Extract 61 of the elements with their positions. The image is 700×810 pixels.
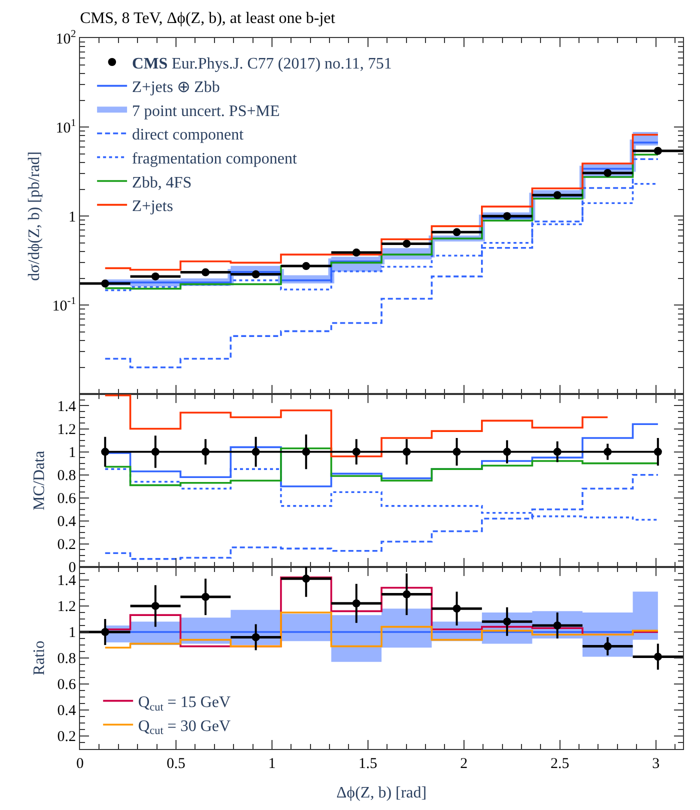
legend-label: Z+jets	[132, 198, 174, 216]
point	[604, 642, 612, 650]
point	[452, 228, 461, 236]
legend-label: Q$_{cut}$ = 15 GeV	[138, 694, 232, 714]
y-tick-label: 0.8	[57, 651, 76, 668]
y-tick-label: 0.6	[57, 491, 76, 508]
legend-label: Z+jets ⊕ Zbb	[132, 79, 220, 96]
x-tick-label: 1	[268, 756, 276, 772]
y-tick-label: 0.6	[57, 677, 76, 694]
y-axis-title: Ratio	[31, 640, 48, 676]
x-tick-label: 2.5	[550, 756, 570, 772]
point	[553, 621, 562, 630]
x-tick-label: 3	[652, 756, 660, 772]
point	[352, 599, 360, 608]
legend-label: 7 point uncert. PS+ME	[132, 102, 280, 120]
point	[352, 248, 360, 257]
point	[151, 272, 160, 280]
point	[452, 604, 461, 613]
point	[151, 602, 160, 610]
y-axis-title: MC/Data	[31, 450, 48, 510]
y-tick-label: 1	[68, 445, 76, 462]
point	[503, 618, 512, 626]
point	[202, 592, 210, 601]
point	[503, 212, 512, 220]
chart-title: CMS, 8 TeV, Δϕ(Z, b), at least one b-jet	[80, 10, 336, 28]
point	[202, 268, 210, 276]
y-tick-label: 1.4	[57, 398, 76, 415]
y-tick-label: 10$^{2}$	[56, 28, 76, 48]
point	[252, 633, 260, 642]
x-tick-label: 1.5	[358, 756, 378, 772]
y-tick-label: 1	[68, 209, 76, 226]
y-tick-label: 0.4	[57, 514, 76, 530]
y-tick-label: 1.2	[57, 422, 76, 438]
point	[252, 270, 260, 278]
point	[101, 628, 110, 636]
y-tick-label: 10$^{1}$	[56, 118, 76, 136]
point	[604, 168, 612, 177]
point	[302, 262, 310, 270]
y-tick-label: 0.2	[57, 537, 76, 554]
point	[302, 574, 310, 583]
point	[402, 590, 411, 598]
point	[654, 652, 662, 661]
x-tick-label: 0.5	[166, 756, 186, 772]
y-tick-label: 1.2	[57, 599, 76, 616]
y-axis-title: dσ/dϕ(Z, b) [pb/rad]	[26, 151, 44, 281]
point	[654, 146, 662, 155]
y-tick-label: 1	[68, 625, 76, 642]
y-tick-label: 0.8	[57, 468, 76, 484]
point	[101, 280, 110, 288]
y-tick-label: 0.2	[57, 729, 76, 746]
x-axis-title: Δϕ(Z, b) [rad]	[336, 784, 427, 802]
legend-label: direct component	[132, 126, 244, 144]
point	[553, 191, 562, 200]
legend-label: Q$_{cut}$ = 30 GeV	[138, 718, 232, 738]
x-tick-label: 2	[460, 756, 468, 772]
legend-label: fragmentation component	[132, 150, 298, 168]
legend-label: Zbb, 4FS	[132, 174, 192, 192]
y-tick-label: 0.4	[57, 703, 76, 720]
y-tick-label: 10$^{-1}$	[52, 296, 76, 314]
point	[402, 240, 411, 248]
legend-label: CMS Eur.Phys.J. C77 (2017) no.11, 751	[132, 55, 392, 72]
